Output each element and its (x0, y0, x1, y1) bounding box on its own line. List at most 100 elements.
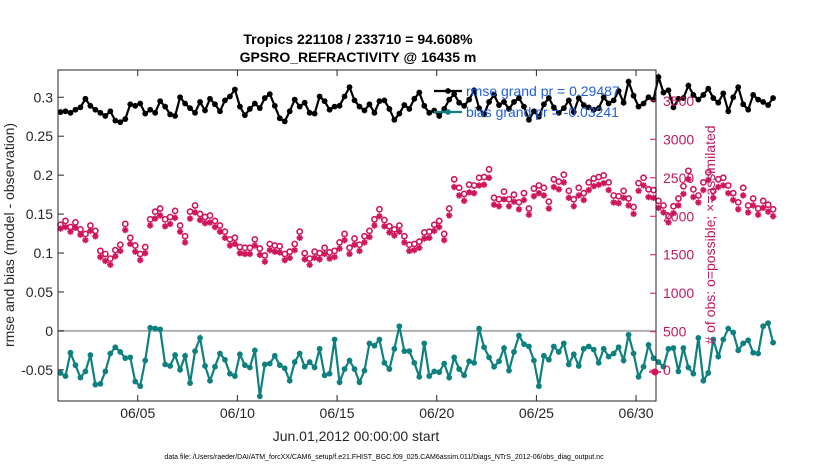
rmse-point (97, 109, 104, 116)
obs-possible-point (719, 174, 727, 182)
y-right-tick-label: 1500 (663, 247, 694, 263)
obs-assimilated-point (720, 182, 727, 189)
y-right-tick-label: 3000 (663, 131, 694, 147)
obs-possible-point (121, 220, 129, 228)
obs-possible-point (206, 212, 214, 219)
obs-assimilated-point (311, 254, 318, 262)
rmse-point (232, 86, 238, 93)
obs-possible-point (116, 241, 124, 249)
obs-possible-point (231, 234, 239, 242)
bias-point (456, 366, 463, 372)
obs-assimilated-point (735, 206, 742, 213)
bias-point (685, 364, 692, 371)
obs-assimilated-point (67, 228, 74, 235)
rmse-point (496, 102, 502, 108)
x-axis-ticks: 06/05 06/10 06/15 06/20 06/25 06/30 (120, 70, 654, 421)
obs-assimilated-point (82, 236, 89, 244)
obs-possible-point (141, 243, 149, 251)
obs-possible-point (101, 250, 109, 258)
rmse-point (376, 98, 383, 105)
obs-assimilated-point (62, 223, 69, 231)
rmse-point (481, 111, 487, 118)
rmse-point (705, 85, 712, 92)
obs-assimilated-point (336, 245, 343, 252)
bias-point (545, 356, 552, 363)
x-tick-label: 06/20 (419, 405, 454, 421)
right-axis-marker (649, 368, 661, 376)
obs-assimilated-point (87, 227, 94, 235)
bias-point (72, 362, 79, 369)
y-left-tick-label: 0.15 (26, 206, 53, 222)
bias-point (157, 326, 164, 333)
rmse-point (526, 116, 532, 123)
obs-assimilated-point (306, 261, 313, 268)
rmse-point (326, 106, 333, 113)
rmse-point (516, 95, 522, 101)
obs-possible-point (346, 244, 353, 252)
rmse-point (102, 113, 109, 119)
rmse-point (266, 91, 273, 98)
rmse-point (291, 96, 298, 103)
obs-possible-point (684, 167, 692, 175)
rmse-point (197, 99, 203, 105)
plot-frame (57, 69, 657, 402)
obs-assimilated-point (142, 250, 149, 257)
obs-assimilated-point (326, 255, 333, 262)
rmse-point (346, 84, 353, 91)
bias-point (241, 362, 248, 369)
obs-possible-point (321, 244, 329, 252)
obs-possible-point (440, 230, 448, 238)
obs-assimilated-point (241, 250, 249, 258)
obs-assimilated-point (749, 202, 757, 209)
obs-assimilated-point (475, 182, 483, 189)
bias-point (605, 353, 612, 360)
obs-assimilated-point (231, 240, 239, 248)
obs-assimilated-point (261, 258, 269, 265)
rmse-point (236, 103, 243, 110)
rmse-point (217, 108, 223, 115)
bias-point (207, 377, 213, 384)
bias-point (132, 378, 139, 385)
obs-possible-point (450, 175, 458, 183)
y-right-axis-ticks: 0 500 1000 1500 2000 2500 3000 3500 (650, 93, 694, 378)
obs-assimilated-point (186, 215, 194, 222)
obs-assimilated-point (680, 190, 687, 198)
obs-assimilated-point (480, 181, 488, 188)
obs-assimilated-point (191, 209, 199, 216)
obs-assimilated-point (744, 209, 752, 216)
bias-point (336, 379, 343, 386)
obs-assimilated-point (525, 211, 533, 218)
rmse-point (177, 94, 183, 101)
rmse-point (605, 100, 612, 107)
obs-possible-point (764, 201, 772, 209)
y-left-tick-label: 0.2 (34, 167, 54, 183)
bias-point (570, 351, 577, 358)
obs-assimilated-point (455, 192, 463, 199)
plot-border (57, 69, 657, 402)
bias-point (620, 357, 627, 364)
obs-assimilated-point (351, 241, 358, 248)
rmse-point (366, 101, 373, 108)
obs-assimilated-point (675, 202, 682, 209)
obs-assimilated-point (625, 202, 632, 209)
bias-point (192, 348, 198, 355)
rmse-point (535, 113, 542, 120)
obs-assimilated-point (411, 246, 418, 254)
obs-assimilated-point (710, 194, 717, 201)
bias-point (516, 332, 522, 339)
bias-point (326, 370, 333, 377)
obs-assimilated-point (356, 247, 363, 255)
obs-assimilated-point (690, 193, 697, 201)
obs-assimilated-point (610, 199, 617, 206)
rmse-point (755, 96, 762, 103)
obs-possible-point (704, 168, 712, 176)
obs-possible-point (709, 187, 717, 195)
obs-possible-point (156, 205, 164, 212)
bias-point (526, 343, 532, 350)
bias-point (356, 379, 363, 386)
rmse-point (391, 116, 398, 123)
obs-possible-point (485, 165, 493, 173)
obs-assimilated-point (196, 216, 204, 224)
rmse-point (521, 103, 527, 110)
obs-possible-point (560, 171, 568, 179)
